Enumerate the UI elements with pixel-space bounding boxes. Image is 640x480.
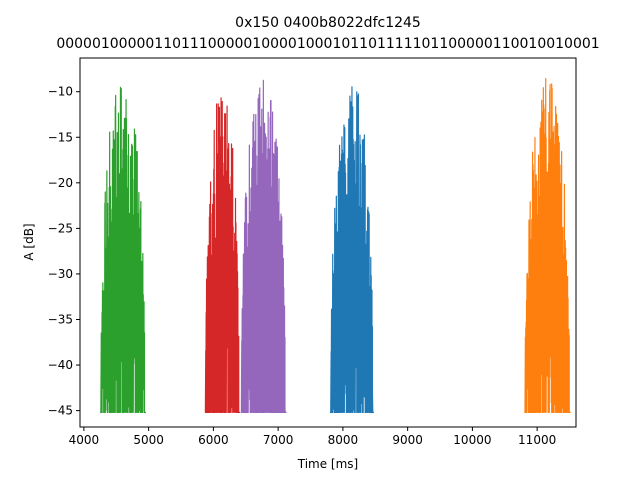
- y-tick-label: −15: [48, 130, 73, 144]
- chart-title: 0x150 0400b8022dfc1245: [235, 15, 421, 31]
- x-tick-label: 5000: [133, 433, 164, 447]
- series-layer: [99, 78, 572, 414]
- y-tick-label: −20: [48, 176, 73, 190]
- y-tick-label: −40: [48, 358, 73, 372]
- x-tick-label: 8000: [328, 433, 359, 447]
- x-tick-label: 11000: [518, 433, 556, 447]
- x-tick-label: 4000: [69, 433, 100, 447]
- y-tick-label: −10: [48, 85, 73, 99]
- chart-subtitle: 0000010000011011100000100001000101101111…: [56, 36, 599, 52]
- x-tick-label: 7000: [263, 433, 294, 447]
- x-tick-label: 10000: [453, 433, 491, 447]
- y-tick-label: −35: [48, 312, 73, 326]
- plot-frame: [79, 57, 577, 428]
- series-line-3: [240, 79, 287, 414]
- x-tick-label: 6000: [198, 433, 229, 447]
- y-axis: −10 −15 −20 −25 −30 −35 −40 −45: [48, 85, 80, 418]
- series-line-5: [524, 78, 572, 414]
- series-line-4: [329, 86, 375, 414]
- y-axis-label: A [dB]: [22, 223, 36, 260]
- series-line-1: [99, 86, 147, 414]
- x-tick-label: 9000: [392, 433, 423, 447]
- x-axis: 4000 5000 6000 7000 8000 9000 10000 11000: [69, 427, 556, 447]
- y-tick-label: −25: [48, 221, 73, 235]
- y-tick-label: −30: [48, 267, 73, 281]
- x-axis-label: Time [ms]: [297, 457, 359, 471]
- series-line-2: [204, 97, 241, 414]
- y-tick-label: −45: [48, 404, 73, 418]
